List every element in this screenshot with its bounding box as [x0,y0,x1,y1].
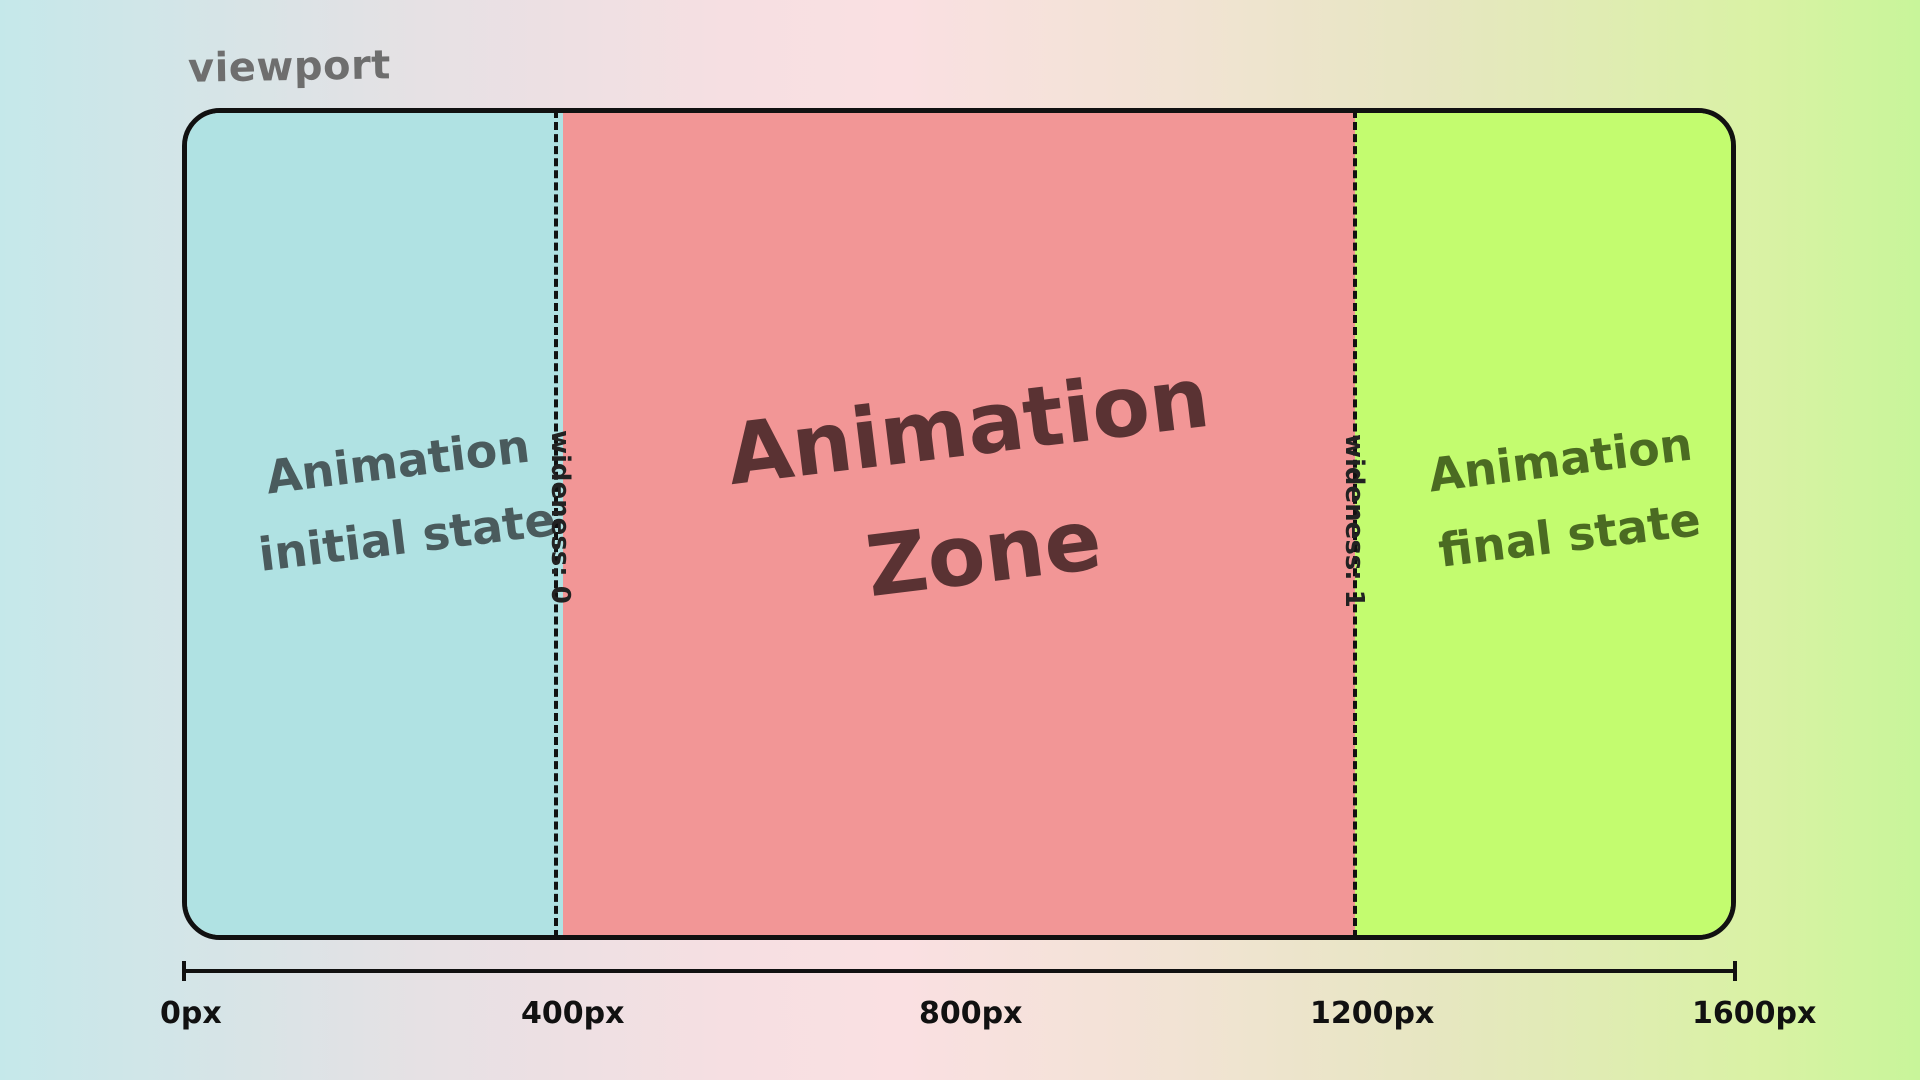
ruler-tick-start [182,961,186,981]
divider-start [554,110,558,938]
ruler-label-400: 400px [521,996,625,1031]
ruler-label-0: 0px [160,996,222,1031]
final-state-zone [1355,113,1731,935]
wideness-start-label: wideness: 0 [545,430,575,604]
animation-zone [563,113,1355,935]
final-state-text: Animation final state [1424,406,1706,589]
viewport-frame [182,108,1736,940]
divider-end [1353,110,1357,938]
ruler-label-1200: 1200px [1310,996,1435,1031]
wideness-end-label: wideness: 1 [1339,434,1369,608]
initial-state-zone [187,113,563,935]
ruler-tick-end [1733,961,1737,981]
ruler-label-800: 800px [919,996,1023,1031]
viewport-label: viewport [187,42,392,92]
ruler-line [184,969,1736,973]
ruler-label-1600: 1600px [1692,996,1817,1031]
